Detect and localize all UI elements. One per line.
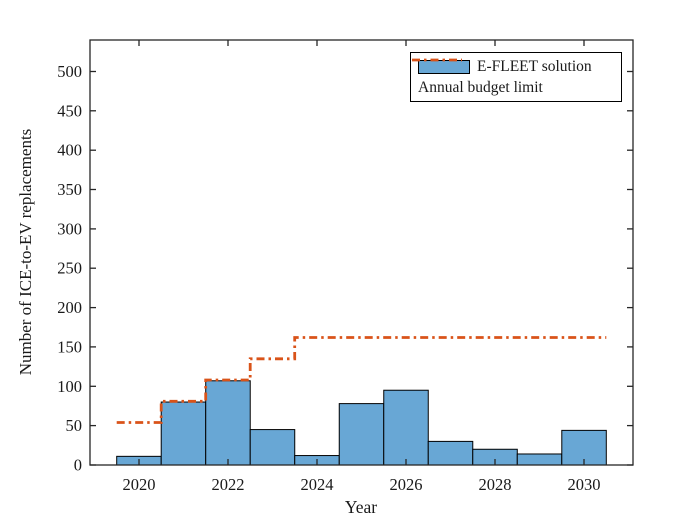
legend-label-efleet: E-FLEET solution [477,57,592,75]
y-tick-label: 500 [57,62,82,81]
bar-2029 [516,453,563,466]
x-axis-label: Year [345,497,377,517]
y-tick-label: 450 [57,101,82,120]
y-tick-label: 300 [57,219,82,238]
bar-2025 [338,403,385,466]
x-tick-label: 2024 [301,475,334,494]
legend-dash-dot-line-sample [412,58,462,62]
y-tick-label: 200 [57,298,82,317]
bar-2027 [427,440,474,466]
y-tick-label: 0 [74,456,82,475]
x-tick-label: 2028 [479,475,512,494]
y-tick-label: 350 [57,180,82,199]
legend-item-efleet: E-FLEET solution [418,57,615,76]
plot-area: 2020 2022 2024 2026 2028 2030 0 50 100 150 200 250 3… [57,39,634,494]
x-tick-label: 2030 [568,475,601,494]
y-tick-label: 250 [57,259,82,278]
x-tick-label: 2026 [390,475,423,494]
y-tick-label: 50 [66,416,83,435]
x-tick-label: 2022 [212,475,245,494]
legend: E-FLEET solution Annual budget limit [410,52,622,102]
bar-2022 [205,380,251,466]
bar-2021 [160,401,207,466]
bar-2023 [249,429,296,466]
budget-limit-line [116,336,607,424]
bar-2026 [383,389,429,466]
axes-box [89,39,634,466]
y-axis-label: Number of ICE-to-EV replacements [16,129,35,376]
y-tick-label: 150 [57,337,82,356]
legend-label-budget: Annual budget limit [418,78,543,96]
y-tick-label: 100 [57,377,82,396]
y-tick-label: 400 [57,141,82,160]
legend-item-budget: Annual budget limit [412,58,615,97]
x-tick-label: 2020 [123,475,156,494]
